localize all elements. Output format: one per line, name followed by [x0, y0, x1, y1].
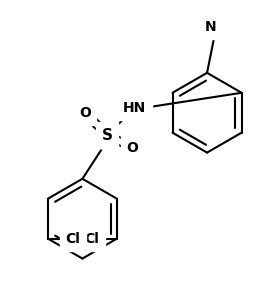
Text: N: N [205, 20, 217, 34]
Text: Cl: Cl [85, 232, 99, 245]
Text: O: O [126, 141, 138, 155]
Text: O: O [79, 106, 91, 120]
Text: Cl: Cl [65, 232, 80, 245]
Text: S: S [102, 128, 113, 143]
Text: HN: HN [123, 101, 146, 115]
